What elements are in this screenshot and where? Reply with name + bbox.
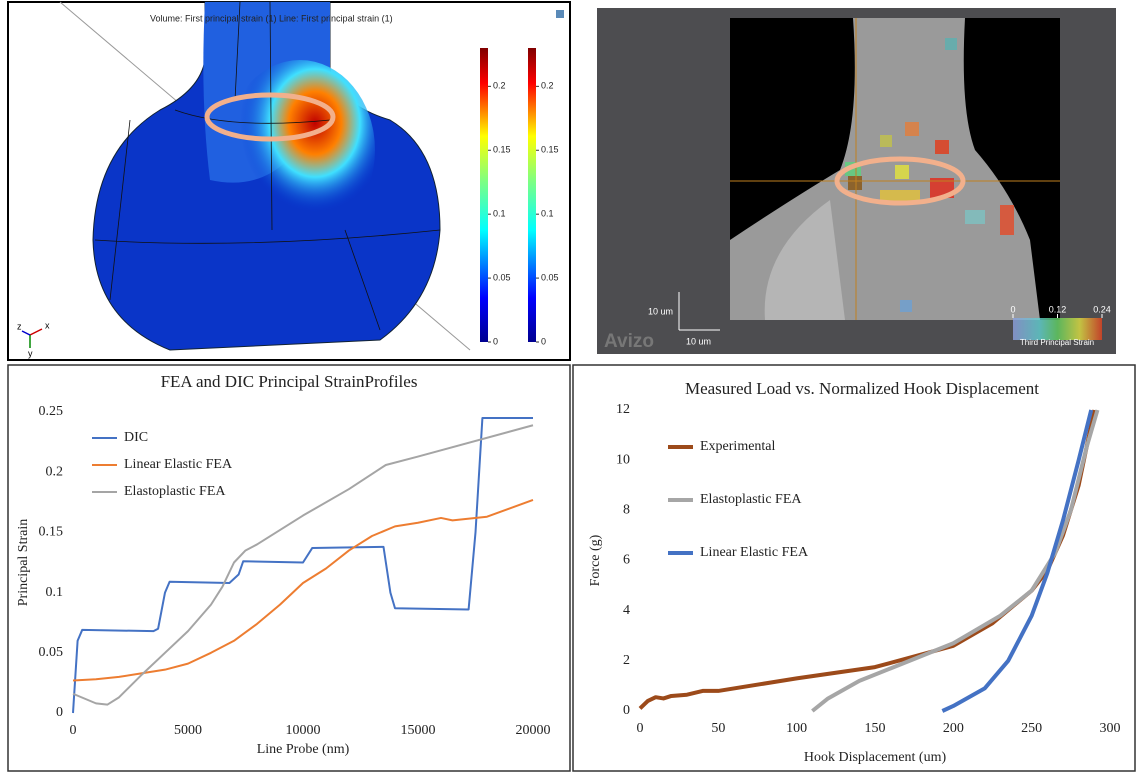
y-tick-label: 0.05 [39,645,64,660]
x-tick-label: 50 [711,721,725,736]
x-tick-label: 200 [943,721,964,736]
x-tick-label: 150 [865,721,886,736]
y-tick-label: 0.2 [46,464,64,479]
colorbar-tick-label: 0.15 [541,145,559,155]
axis-label: y [28,348,33,358]
x-tick-label: 300 [1100,721,1121,736]
colorbar-tick-label: 0.15 [493,145,511,155]
axis-label: z [17,321,22,331]
logo: Avizo [604,331,654,352]
x-tick-label: 0 [637,721,644,736]
legend-label: Linear Elastic FEA [700,545,809,560]
axis-label: x [45,320,50,330]
colorbar-tick-label: 0.05 [493,272,511,282]
legend-label: DIC [124,430,148,445]
y-tick-label: 8 [623,503,630,518]
scale-label: 10 um [648,306,673,316]
y-tick-label: 6 [623,553,630,568]
x-axis-label: Line Probe (nm) [257,742,350,757]
colorbar-tick-label: 0 [541,336,546,346]
colorbar-label: Third Principal Strain [1020,338,1094,347]
legend-label: Experimental [700,439,776,454]
chart-title: Measured Load vs. Normalized Hook Displa… [685,379,1039,398]
scale-label: 10 um [686,336,711,346]
legend-label: Elastoplastic FEA [124,484,226,499]
colorbar-tick-label: 0.05 [541,272,559,282]
legend-label: Elastoplastic FEA [700,492,802,507]
x-tick-label: 100 [786,721,807,736]
colorbar-tick-label: 0.2 [541,81,554,91]
colorbar-tick-label: 0.24 [1093,304,1111,314]
x-axis-label: Hook Displacement (um) [804,750,947,765]
y-axis-label: Force (g) [588,534,603,586]
x-tick-label: 15000 [401,723,436,738]
y-tick-label: 0.25 [39,404,64,419]
x-tick-label: 250 [1021,721,1042,736]
colorbar-tick-label: 0 [1010,304,1015,314]
colorbar-tick-label: 0.12 [1049,304,1067,314]
legend-label: Linear Elastic FEA [124,457,233,472]
x-tick-label: 5000 [174,723,202,738]
y-tick-label: 0 [56,705,63,720]
x-tick-label: 0 [70,723,77,738]
colorbar [480,48,488,342]
y-tick-label: 2 [623,653,630,668]
colorbar-tick-label: 0 [493,336,498,346]
chart-title: FEA and DIC Principal StrainProfiles [161,372,418,391]
y-tick-label: 0.1 [46,585,64,600]
colorbar [528,48,536,342]
dic-panel: 10 um 10 um Avizo Third Principal Strain [597,8,1116,354]
colorbar-tick-label: 0.1 [541,209,554,219]
y-axis-label: Principal Strain [16,519,31,607]
fea-header: Volume: First principal strain (1) Line:… [150,13,393,23]
y-tick-label: 0.15 [39,525,64,540]
x-tick-label: 10000 [286,723,321,738]
y-tick-label: 0 [623,703,630,718]
figure: Volume: First principal strain (1) Line:… [0,0,1137,773]
x-tick-label: 20000 [516,723,551,738]
colorbar-tick-label: 0.2 [493,81,506,91]
colorbar-tick-label: 0.1 [493,209,506,219]
y-tick-label: 10 [616,452,630,467]
y-tick-label: 12 [616,402,630,417]
y-tick-label: 4 [623,603,630,618]
